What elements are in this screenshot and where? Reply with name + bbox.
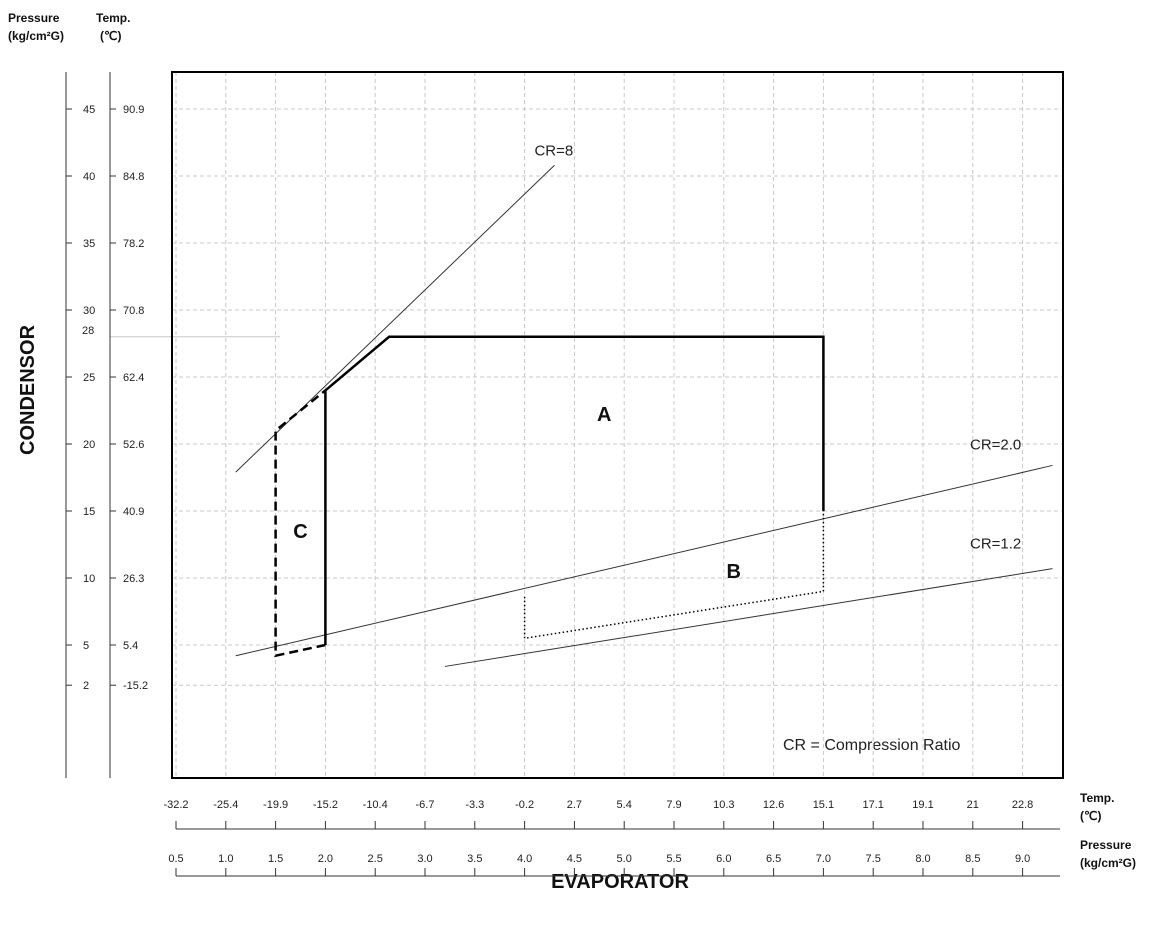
y-pressure-tick-label: 15 bbox=[83, 506, 95, 518]
x-pressure-tick-label: 5.0 bbox=[617, 853, 632, 865]
y-temp-tick-label: 90.9 bbox=[123, 104, 144, 116]
left-axis-header-pressure: Pressure bbox=[8, 11, 60, 25]
x-temp-tick-label: 21 bbox=[967, 799, 979, 811]
y-pressure-tick-label: 5 bbox=[83, 640, 89, 652]
y-pressure-tick-label: 40 bbox=[83, 171, 95, 183]
y-temp-tick-label: 5.4 bbox=[123, 640, 138, 652]
x-pressure-tick-label: 5.5 bbox=[666, 853, 681, 865]
bottom-temp-label: Temp. bbox=[1080, 791, 1114, 805]
region-boundary bbox=[523, 511, 825, 640]
bottom-temp-unit: (℃) bbox=[1080, 809, 1101, 823]
y-pressure-tick-label: 10 bbox=[83, 573, 95, 585]
x-pressure-tick-label: 1.5 bbox=[268, 853, 283, 865]
chart-dynamic-layer: -32.2 0.5 -25.4 1.0 -19.9 1.5 -15.2 2.0 -10.4 2.5… bbox=[65, 71, 1064, 877]
x-temp-tick-label: 17.1 bbox=[862, 799, 883, 811]
x-pressure-tick-label: 7.0 bbox=[816, 853, 831, 865]
y-temp-tick-label: 70.8 bbox=[123, 305, 144, 317]
region-label: A bbox=[597, 404, 611, 426]
x-pressure-tick-label: 2.5 bbox=[368, 853, 383, 865]
region-boundary bbox=[274, 389, 327, 658]
x-temp-tick-label: 19.1 bbox=[912, 799, 933, 811]
x-temp-tick-label: -10.4 bbox=[363, 799, 388, 811]
x-pressure-tick-label: 2.0 bbox=[318, 853, 333, 865]
x-temp-tick-label: -25.4 bbox=[213, 799, 238, 811]
cr-line bbox=[444, 568, 1053, 667]
x-pressure-tick-label: 6.0 bbox=[716, 853, 731, 865]
condensor-axis-title: CONDENSOR bbox=[17, 324, 39, 455]
left-axis-header-pressure-unit: (kg/cm²G) bbox=[8, 29, 64, 43]
cr-line bbox=[235, 464, 1053, 657]
x-temp-tick-label: -0.2 bbox=[515, 799, 534, 811]
x-temp-tick-label: 12.6 bbox=[763, 799, 784, 811]
bottom-pressure-unit: (kg/cm²G) bbox=[1080, 856, 1136, 870]
y-pressure-tick-label: 30 bbox=[83, 305, 95, 317]
cr-line-label: CR=1.2 bbox=[970, 536, 1021, 553]
x-temp-tick-label: -32.2 bbox=[163, 799, 188, 811]
x-pressure-tick-label: 8.0 bbox=[915, 853, 930, 865]
x-pressure-tick-label: 3.0 bbox=[417, 853, 432, 865]
region-boundary bbox=[324, 335, 825, 645]
x-temp-tick-label: 2.7 bbox=[567, 799, 582, 811]
y-temp-tick-label: 84.8 bbox=[123, 171, 144, 183]
y-temp-tick-label: 40.9 bbox=[123, 506, 144, 518]
x-temp-tick-label: -6.7 bbox=[416, 799, 435, 811]
left-axis-header-temp: Temp. bbox=[96, 11, 130, 25]
x-pressure-tick-label: 1.0 bbox=[218, 853, 233, 865]
region-label: C bbox=[293, 521, 307, 543]
cr-line-label: CR=2.0 bbox=[970, 436, 1021, 453]
x-temp-tick-label: -3.3 bbox=[465, 799, 484, 811]
y-pressure-tick-label: 28 bbox=[82, 325, 94, 337]
x-pressure-tick-label: 6.5 bbox=[766, 853, 781, 865]
y-temp-tick-label: 78.2 bbox=[123, 238, 144, 250]
x-pressure-tick-label: 4.0 bbox=[517, 853, 532, 865]
compression-ratio-note: CR = Compression Ratio bbox=[783, 737, 961, 754]
x-pressure-tick-label: 0.5 bbox=[168, 853, 183, 865]
cr-line bbox=[235, 164, 555, 473]
evaporator-axis-title: EVAPORATOR bbox=[551, 871, 689, 893]
x-temp-tick-label: 5.4 bbox=[617, 799, 632, 811]
x-pressure-tick-label: 4.5 bbox=[567, 853, 582, 865]
x-pressure-tick-label: 9.0 bbox=[1015, 853, 1030, 865]
y-temp-tick-label: 62.4 bbox=[123, 372, 144, 384]
bottom-pressure-label: Pressure bbox=[1080, 838, 1132, 852]
x-pressure-tick-label: 3.5 bbox=[467, 853, 482, 865]
left-axis-header-temp-unit: (℃) bbox=[100, 29, 121, 43]
x-temp-tick-label: 10.3 bbox=[713, 799, 734, 811]
x-temp-tick-label: 15.1 bbox=[813, 799, 834, 811]
y-pressure-tick-label: 45 bbox=[83, 104, 95, 116]
x-pressure-tick-label: 7.5 bbox=[866, 853, 881, 865]
plot-frame bbox=[171, 71, 1064, 779]
y-pressure-tick-label: 25 bbox=[83, 372, 95, 384]
x-temp-tick-label: 7.9 bbox=[666, 799, 681, 811]
y-temp-tick-label: 52.6 bbox=[123, 439, 144, 451]
cr-line-label: CR=8 bbox=[534, 142, 573, 159]
y-pressure-tick-label: 2 bbox=[83, 680, 89, 692]
y-temp-tick-label: -15.2 bbox=[123, 680, 148, 692]
x-pressure-tick-label: 8.5 bbox=[965, 853, 980, 865]
x-temp-tick-label: -15.2 bbox=[313, 799, 338, 811]
y-temp-tick-label: 26.3 bbox=[123, 573, 144, 585]
y-pressure-tick-label: 20 bbox=[83, 439, 95, 451]
y-pressure-tick-label: 35 bbox=[83, 238, 95, 250]
region-label: B bbox=[727, 561, 741, 583]
x-temp-tick-label: -19.9 bbox=[263, 799, 288, 811]
x-temp-tick-label: 22.8 bbox=[1012, 799, 1033, 811]
